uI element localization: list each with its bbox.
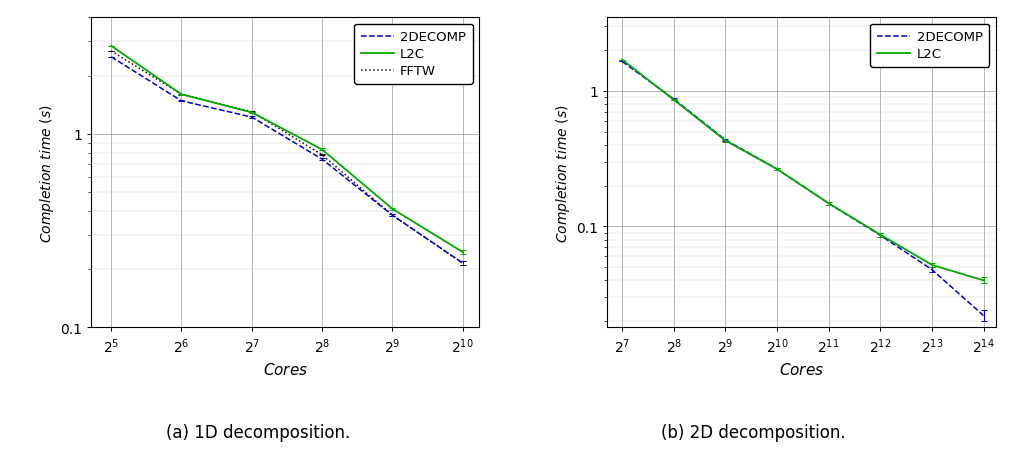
2DECOMP <box>616 60 628 65</box>
2DECOMP <box>105 55 117 61</box>
FFTW <box>386 213 398 218</box>
2DECOMP <box>771 167 784 172</box>
Line: L2C: L2C <box>622 61 984 281</box>
2DECOMP <box>926 267 938 273</box>
FFTW <box>175 92 187 98</box>
L2C <box>668 98 680 103</box>
2DECOMP <box>823 201 835 207</box>
L2C <box>105 44 117 49</box>
L2C <box>823 201 835 207</box>
Line: L2C: L2C <box>111 46 463 253</box>
L2C <box>315 147 328 153</box>
L2C <box>771 167 784 172</box>
L2C <box>386 207 398 212</box>
X-axis label: $\mathit{Cores}$: $\mathit{Cores}$ <box>779 361 824 377</box>
2DECOMP <box>315 157 328 162</box>
2DECOMP <box>457 261 469 266</box>
Line: 2DECOMP: 2DECOMP <box>111 58 463 263</box>
FFTW <box>246 110 258 115</box>
Text: (b) 2D decomposition.: (b) 2D decomposition. <box>661 423 845 441</box>
L2C <box>875 233 887 238</box>
Text: (a) 1D decomposition.: (a) 1D decomposition. <box>166 423 350 441</box>
FFTW <box>457 261 469 266</box>
2DECOMP <box>668 97 680 103</box>
2DECOMP <box>175 99 187 104</box>
2DECOMP <box>386 213 398 218</box>
Line: FFTW: FFTW <box>111 52 463 263</box>
L2C <box>457 250 469 255</box>
L2C <box>978 278 990 283</box>
L2C <box>616 58 628 63</box>
2DECOMP <box>246 115 258 121</box>
X-axis label: $\mathit{Cores}$: $\mathit{Cores}$ <box>263 361 307 377</box>
Legend: 2DECOMP, L2C, FFTW: 2DECOMP, L2C, FFTW <box>354 25 473 85</box>
2DECOMP <box>720 138 732 143</box>
L2C <box>720 139 732 144</box>
Legend: 2DECOMP, L2C: 2DECOMP, L2C <box>870 25 989 68</box>
Y-axis label: $\mathit{Completion\ time\ (s)}$: $\mathit{Completion\ time\ (s)}$ <box>37 104 56 242</box>
2DECOMP <box>978 313 990 318</box>
FFTW <box>315 152 328 158</box>
Line: 2DECOMP: 2DECOMP <box>622 62 984 316</box>
FFTW <box>105 49 117 55</box>
Y-axis label: $\mathit{Completion\ time\ (s)}$: $\mathit{Completion\ time\ (s)}$ <box>554 104 572 242</box>
L2C <box>175 92 187 98</box>
2DECOMP <box>875 233 887 238</box>
L2C <box>926 263 938 268</box>
L2C <box>246 111 258 116</box>
